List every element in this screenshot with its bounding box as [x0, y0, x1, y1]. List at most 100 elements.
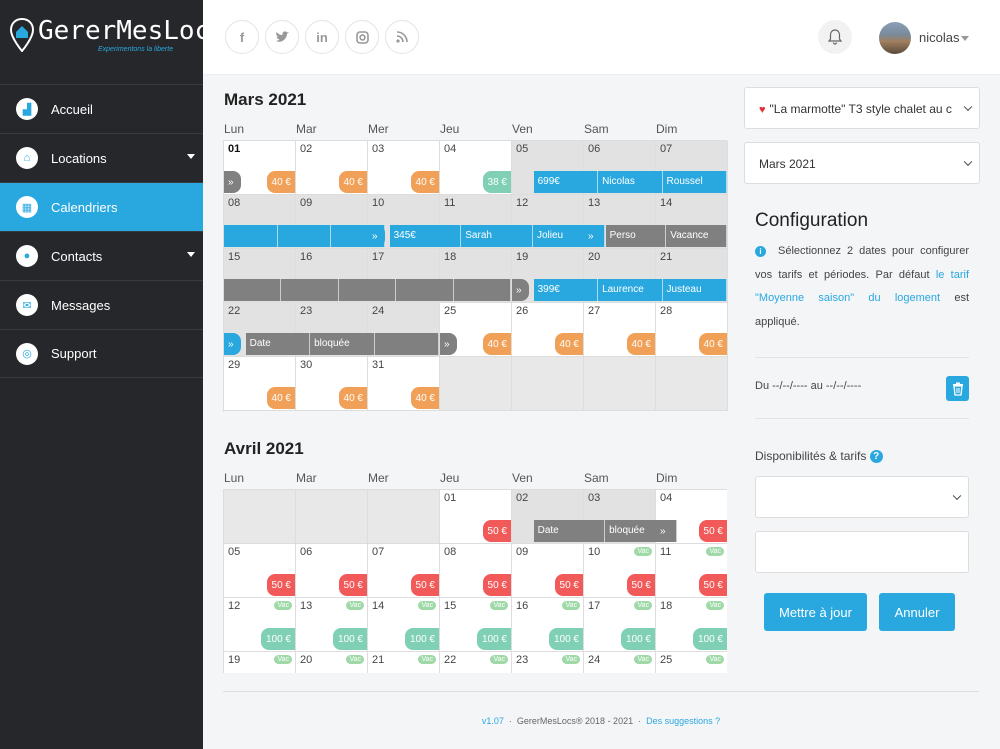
user-menu-name[interactable]: nicolas [919, 30, 960, 45]
booking-bar-text: bloquée [605, 520, 677, 542]
vacation-badge: Vac [634, 547, 652, 556]
booking-bar[interactable] [224, 279, 511, 301]
sidebar-item-messages[interactable]: ✉ Messages [0, 280, 203, 329]
weekday-label: Lun [224, 122, 245, 136]
day-number: 07 [372, 546, 385, 558]
calendar-day-cell[interactable]: 04 38 € [440, 141, 512, 195]
booking-bar[interactable]: 345€ Sarah Jolieu [389, 225, 605, 247]
booking-bar-text: Laurence [598, 279, 663, 301]
price-badge: 50 € [266, 574, 295, 596]
calendar-day-cell[interactable]: 31 40 € [368, 357, 440, 411]
calendar-day-cell[interactable]: 03 40 € [368, 141, 440, 195]
calendar-day-cell[interactable]: 25 Vac [656, 652, 727, 673]
help-icon[interactable]: ? [869, 450, 883, 464]
rate-input[interactable] [755, 531, 969, 573]
facebook-icon[interactable]: f [225, 20, 259, 54]
calendar-day-cell[interactable]: 21 Vac [368, 652, 440, 673]
calendar-day-cell[interactable]: 09 50 € [512, 544, 584, 598]
trash-icon[interactable] [946, 376, 969, 401]
calendar-day-cell[interactable]: 05 50 € [224, 544, 296, 598]
sidebar-item-contacts[interactable]: ● Contacts [0, 231, 203, 280]
day-number: 17 [372, 251, 385, 263]
calendar-day-cell[interactable]: 06 50 € [296, 544, 368, 598]
booking-bar[interactable] [224, 225, 385, 247]
cancel-button[interactable]: Annuler [879, 593, 955, 631]
availability-select[interactable] [755, 476, 969, 518]
booking-continuation-arrow[interactable]: » [584, 225, 601, 247]
calendar-day-cell[interactable]: 18 100 € Vac [656, 598, 727, 652]
calendar-day-cell[interactable]: 23 Vac [512, 652, 584, 673]
sidebar-item-label: Locations [51, 150, 107, 166]
vacation-badge: Vac [562, 655, 580, 664]
sidebar-item-support[interactable]: ◎ Support [0, 329, 203, 378]
sidebar-item-accueil[interactable]: ▟ Accueil [0, 84, 203, 133]
calendar-day-cell[interactable]: 28 40 € [656, 303, 728, 357]
booking-continuation-arrow[interactable]: » [368, 225, 385, 247]
booking-continuation-arrow[interactable]: » [440, 333, 457, 355]
calendar-empty-cell [512, 357, 584, 411]
vacation-badge: Vac [490, 655, 508, 664]
calendar-day-cell[interactable]: 29 40 € [224, 357, 296, 411]
default-rate-link[interactable]: le tarif "Moyenne saison" du logement [755, 268, 969, 305]
day-number: 10 [372, 197, 385, 209]
price-badge: 50 € [554, 574, 583, 596]
config-text-a: Sélectionnez 2 dates pour configurer vos… [755, 245, 969, 281]
day-number: 08 [444, 546, 457, 558]
day-number: 06 [588, 143, 601, 155]
rss-icon[interactable] [385, 20, 419, 54]
calendar-day-cell[interactable]: 11 50 € Vac [656, 544, 727, 598]
linkedin-icon[interactable]: in [305, 20, 339, 54]
chevron-down-icon[interactable] [961, 36, 969, 41]
sidebar-item-calendriers[interactable]: ▦ Calendriers [0, 182, 203, 231]
booking-bar[interactable]: Perso Vacance [605, 225, 727, 247]
booking-bar[interactable]: 699€ Nicolas Roussel [533, 171, 727, 193]
day-number: 20 [300, 654, 313, 666]
price-badge: 40 € [482, 333, 511, 355]
calendar-day-cell[interactable]: 08 50 € [440, 544, 512, 598]
price-badge: 40 € [338, 387, 367, 409]
suggestions-link[interactable]: Des suggestions ? [646, 716, 721, 726]
calendar-day-cell[interactable]: 13 100 € Vac [296, 598, 368, 652]
calendar-day-cell[interactable]: 19 Vac [224, 652, 296, 673]
calendar-day-cell[interactable]: 20 Vac [296, 652, 368, 673]
booking-bar[interactable]: 399€ Laurence Justeau [533, 279, 727, 301]
calendar-day-cell[interactable]: 16 100 € Vac [512, 598, 584, 652]
calendar-day-cell[interactable]: 15 100 € Vac [440, 598, 512, 652]
sidebar-nav: ▟ Accueil ⌂ Locations ▦ Calendriers ● Contacts ✉… [0, 84, 203, 378]
month-select[interactable]: Mars 2021 [744, 142, 980, 184]
update-button[interactable]: Mettre à jour [764, 593, 867, 631]
day-number: 09 [300, 197, 313, 209]
config-help-text: i Sélectionnez 2 dates pour configurer v… [755, 240, 969, 334]
notifications-bell-icon[interactable] [818, 20, 852, 54]
calendar-day-cell[interactable]: 01 50 € [440, 490, 512, 544]
calendar-day-cell[interactable]: 14 100 € Vac [368, 598, 440, 652]
booking-bar[interactable]: Date bloquée [533, 520, 677, 542]
calendar-day-cell[interactable]: 30 40 € [296, 357, 368, 411]
vacation-badge: Vac [346, 601, 364, 610]
calendar-day-cell[interactable]: 02 40 € [296, 141, 368, 195]
day-number: 03 [588, 492, 601, 504]
avatar[interactable] [879, 22, 911, 54]
calendar-day-cell[interactable]: 24 Vac [584, 652, 656, 673]
booking-continuation-arrow[interactable]: » [512, 279, 529, 301]
booking-bar[interactable]: Date bloquée [245, 333, 439, 355]
calendar-day-cell[interactable]: 22 Vac [440, 652, 512, 673]
version-link[interactable]: v1.07 [481, 716, 504, 726]
calendar-day-cell[interactable]: 17 100 € Vac [584, 598, 656, 652]
calendar-day-cell[interactable]: 12 100 € Vac [224, 598, 296, 652]
calendar-day-cell[interactable]: 10 50 € Vac [584, 544, 656, 598]
brand-logo[interactable]: GererMesLocs Experimentons la liberte [10, 16, 226, 58]
twitter-icon[interactable] [265, 20, 299, 54]
calendar-day-cell[interactable]: 27 40 € [584, 303, 656, 357]
booking-continuation-arrow[interactable]: » [224, 333, 241, 355]
property-select[interactable]: ♥ "La marmotte" T3 style chalet au c [744, 87, 980, 129]
calendar-day-cell[interactable]: 07 50 € [368, 544, 440, 598]
day-number: 01 [444, 492, 457, 504]
calendar-day-cell[interactable]: 26 40 € [512, 303, 584, 357]
day-number: 25 [444, 305, 457, 317]
booking-continuation-arrow[interactable]: » [656, 520, 673, 542]
booking-continuation-arrow[interactable]: » [224, 171, 241, 193]
date-range-text: Du --/--/---- au --/--/---- [755, 380, 862, 392]
sidebar-item-locations[interactable]: ⌂ Locations [0, 133, 203, 182]
instagram-icon[interactable] [345, 20, 379, 54]
